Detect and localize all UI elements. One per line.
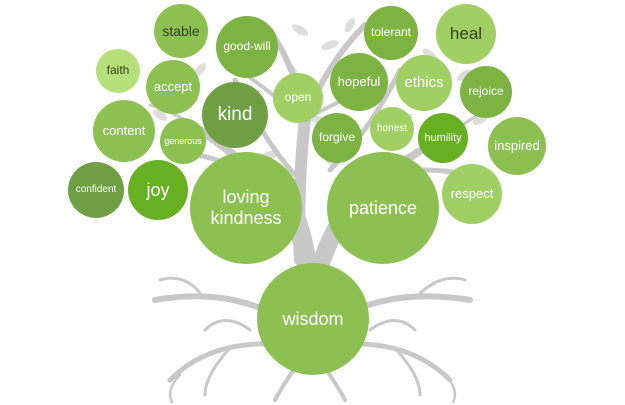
bubble-tolerant: tolerant	[364, 6, 418, 60]
bubble-honest: honest	[370, 107, 414, 151]
bubble-generous: generous	[160, 118, 206, 164]
bubble-good-will: good-will	[216, 16, 278, 78]
bubble-loving-kindness: loving kindness	[190, 152, 302, 264]
bubble-humility: humility	[418, 113, 468, 163]
bubble-ethics: ethics	[396, 55, 452, 111]
bubble-content: content	[93, 100, 155, 162]
bubble-forgive: forgive	[312, 113, 362, 163]
bubble-accept: accept	[146, 60, 200, 114]
bubble-open: open	[273, 73, 323, 123]
bubble-patience: patience	[327, 152, 439, 264]
bubble-heal: heal	[436, 4, 496, 64]
bubble-joy: joy	[128, 160, 188, 220]
bubble-confident: confident	[68, 162, 124, 218]
bubble-inspired: inspired	[488, 117, 546, 175]
bubble-kind: kind	[202, 82, 268, 148]
bubble-stable: stable	[154, 4, 208, 58]
bubble-wisdom: wisdom	[257, 263, 369, 375]
bubble-respect: respect	[442, 164, 502, 224]
bubble-hopeful: hopeful	[330, 53, 388, 111]
bubble-rejoice: rejoice	[460, 66, 512, 118]
bubble-faith: faith	[96, 49, 140, 93]
